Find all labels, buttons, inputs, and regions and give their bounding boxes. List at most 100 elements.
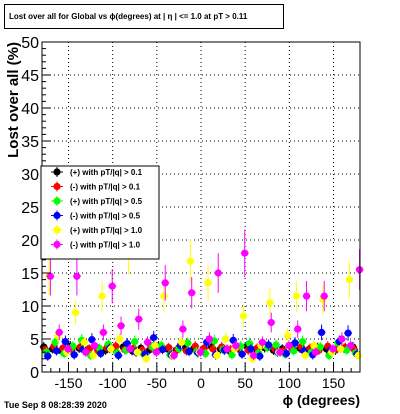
x-tick-label: 100 [278,375,302,391]
data-point [267,318,275,327]
data-point [179,325,187,333]
data-point [196,348,205,356]
legend-marker [53,211,61,220]
data-point [73,272,81,280]
data-point [52,347,61,355]
legend: (+) with pT/|q| > 0.1 (-) with pT/|q| > 0… [40,165,160,260]
y-tick-label: 10 [21,299,39,316]
x-tick-label: 0 [197,375,205,391]
title-box: Lost over all for Global vs ϕ(degrees) a… [4,4,284,29]
data-point [97,349,105,358]
data-point [170,351,178,360]
chart-title: Lost over all for Global vs ϕ(degrees) a… [9,12,248,21]
legend-label: (-) with pT/|q| > 0.1 [70,183,141,192]
data-point [55,328,63,336]
data-point [239,312,247,320]
data-point [186,257,194,265]
data-point [160,292,168,300]
data-point [150,334,158,342]
data-point [247,345,255,353]
legend-marker [53,197,61,205]
data-point [223,345,231,353]
data-point [44,352,52,360]
y-tick-label: 40 [21,101,39,118]
y-tick-label: 35 [21,134,39,151]
data-series [39,225,364,364]
data-point [135,315,143,323]
data-point [272,341,280,349]
data-point [320,292,328,300]
data-point [317,328,326,336]
data-point [329,345,337,353]
data-point [213,351,221,360]
data-point [98,292,106,300]
y-tick-label: 25 [21,200,39,217]
legend-label: (-) with pT/|q| > 1.0 [70,241,141,250]
data-point [241,249,249,257]
data-point [214,269,222,277]
data-point [204,279,212,287]
data-point [188,289,196,297]
data-point [51,338,59,346]
data-point [338,335,346,343]
data-point [71,309,80,317]
data-point [142,355,150,363]
data-point [152,348,160,356]
axis-ticks: 0 5 10 15 20 25 30 35 40 45 50 -150 -100 -50 0 50 100 150 [21,35,352,391]
data-point [126,345,134,353]
data-point [249,351,258,360]
data-point [117,322,125,330]
data-point [283,332,292,340]
data-point [151,342,159,350]
data-point [89,351,97,360]
data-point [311,348,319,356]
data-point [107,345,115,353]
data-point [310,342,318,350]
y-tick-label: 50 [21,35,39,52]
data-point [114,351,123,360]
y-tick-label: 20 [21,233,39,250]
data-point [184,339,192,347]
timestamp-footer: Tue Sep 8 08:28:39 2020 [4,400,107,410]
data-point [344,329,352,337]
data-point [46,272,54,280]
data-point [316,343,324,351]
data-point [282,349,290,358]
x-tick-label: 50 [237,375,253,391]
data-point [256,352,264,360]
data-point [82,348,90,356]
data-point [228,351,236,359]
data-point [99,328,107,336]
x-tick-label: 150 [322,375,346,391]
legend-marker [53,226,61,234]
data-point [88,336,96,344]
data-point [301,351,309,360]
y-tick-label: 15 [21,266,39,283]
legend-marker [53,182,61,191]
legend-marker [53,168,61,176]
data-point [347,342,355,350]
data-point [266,299,274,307]
legend-marker [53,240,61,249]
data-point [116,335,124,343]
data-point [345,276,353,284]
data-point [232,342,240,350]
data-point [290,347,298,355]
data-point [354,351,362,360]
y-tick-label: 5 [30,332,39,349]
data-point [258,338,266,346]
data-point [294,325,302,333]
data-point [264,341,273,349]
data-point [61,338,70,346]
data-point [238,350,246,358]
data-point [165,343,173,352]
legend-box [40,165,160,260]
data-point [336,345,345,353]
data-point [90,342,99,350]
data-point [64,345,72,353]
data-point [185,347,193,356]
data-point [143,338,152,346]
data-point [177,338,186,346]
data-point [70,351,78,359]
